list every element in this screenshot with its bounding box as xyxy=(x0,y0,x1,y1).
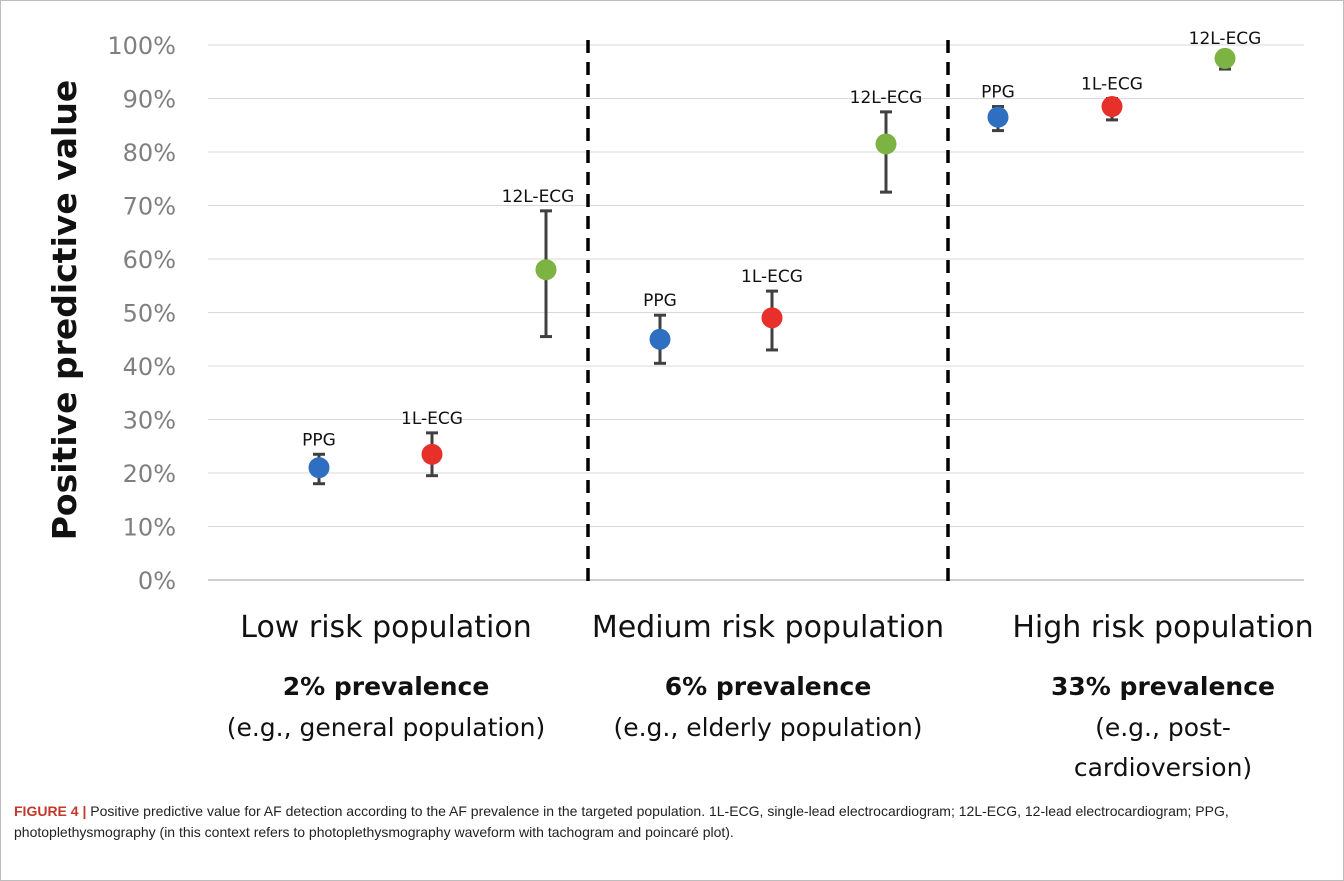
group-title: Medium risk population xyxy=(592,610,944,645)
data-point xyxy=(421,443,443,465)
group-example: (e.g., post- xyxy=(1095,713,1231,742)
data-point xyxy=(1101,96,1123,118)
data-point xyxy=(875,133,897,155)
point-label: PPG xyxy=(643,291,677,311)
point-label: 1L-ECG xyxy=(401,409,463,429)
group-prevalence: 2% prevalence xyxy=(283,672,490,701)
y-tick-label: 70% xyxy=(123,193,176,221)
group-example: cardioversion) xyxy=(1074,753,1252,782)
y-tick-label: 40% xyxy=(123,353,176,381)
data-point xyxy=(308,457,330,479)
y-tick-label: 50% xyxy=(123,300,176,328)
point-label: 12L-ECG xyxy=(850,88,923,108)
y-tick-label: 20% xyxy=(123,460,176,488)
group-example: (e.g., elderly population) xyxy=(613,713,922,742)
point-label: 12L-ECG xyxy=(1189,29,1262,49)
group-prevalence: 6% prevalence xyxy=(665,672,872,701)
data-point xyxy=(761,307,783,329)
point-label: PPG xyxy=(981,83,1015,103)
data-point xyxy=(987,106,1009,128)
group-prevalence: 33% prevalence xyxy=(1051,672,1275,701)
group-title: Low risk population xyxy=(240,610,531,645)
figure-number: FIGURE 4 | xyxy=(14,803,87,819)
y-tick-label: 0% xyxy=(138,567,176,595)
marks-layer: PPG 1L-ECG 12L-ECG PPG 1L-ECG 12L-ECG PPG 1L-EC… xyxy=(302,29,1262,486)
point-label: PPG xyxy=(302,430,336,450)
y-tick-label: 60% xyxy=(123,246,176,274)
y-tick-label: 10% xyxy=(123,514,176,542)
data-point xyxy=(649,328,671,350)
ppv-chart: 0% 10% 20% 30% 40% 50% 60% 70% 80% 90% 100% Positi… xyxy=(45,29,1314,782)
point-label: 1L-ECG xyxy=(741,267,803,287)
data-point xyxy=(535,259,557,281)
y-axis-label: Positive predictive value xyxy=(45,80,84,541)
caption-text: Positive predictive value for AF detecti… xyxy=(14,803,1229,840)
y-tick-layer: 0% 10% 20% 30% 40% 50% 60% 70% 80% 90% 100% xyxy=(107,32,176,595)
data-point xyxy=(1214,47,1236,69)
point-label: 1L-ECG xyxy=(1081,75,1143,95)
divider-layer xyxy=(586,40,950,590)
group-labels-layer: Low risk population 2% prevalence (e.g., g… xyxy=(227,610,1314,782)
grid-layer xyxy=(208,44,1304,581)
y-tick-label: 90% xyxy=(123,86,176,114)
figure-caption: FIGURE 4 | Positive predictive value for… xyxy=(14,801,1332,843)
y-tick-label: 80% xyxy=(123,139,176,167)
group-title: High risk population xyxy=(1012,610,1313,645)
point-label: 12L-ECG xyxy=(502,187,575,207)
group-example: (e.g., general population) xyxy=(227,713,546,742)
y-tick-label: 30% xyxy=(123,407,176,435)
y-tick-label: 100% xyxy=(107,32,176,60)
